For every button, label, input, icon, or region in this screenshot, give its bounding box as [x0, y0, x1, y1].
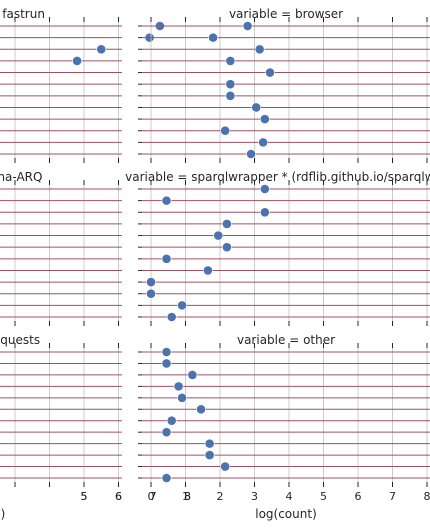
- data-point: [205, 450, 214, 459]
- x-axis-label: log(count): [255, 507, 317, 521]
- data-point: [177, 393, 186, 402]
- data-point: [162, 254, 171, 263]
- data-point: [162, 359, 171, 368]
- x-tick-label: 6: [355, 490, 362, 503]
- data-point: [97, 45, 106, 54]
- x-tick-label: 3: [251, 490, 258, 503]
- x-tick-label: 4: [286, 490, 293, 503]
- data-point: [226, 56, 235, 65]
- panel-title: ore fastrun: [0, 7, 45, 21]
- data-point: [243, 21, 252, 30]
- data-point: [221, 126, 230, 135]
- data-point: [255, 45, 264, 54]
- data-point: [221, 462, 230, 471]
- panel-title: variable = other: [237, 333, 335, 347]
- data-point: [222, 219, 231, 228]
- data-point: [265, 68, 274, 77]
- panel-title: -Jena-ARQ: [0, 170, 42, 184]
- data-point: [174, 382, 183, 391]
- data-point: [162, 347, 171, 356]
- facet-panel-3: -Jena-ARQ: [0, 170, 122, 326]
- data-point: [177, 301, 186, 310]
- data-point: [162, 196, 171, 205]
- x-tick-label: 6: [115, 490, 122, 503]
- data-point: [226, 80, 235, 89]
- data-point: [162, 428, 171, 437]
- data-point: [196, 405, 205, 414]
- data-point: [226, 91, 235, 100]
- x-tick-label: 2: [217, 490, 224, 503]
- x-tick-label: 0: [148, 490, 155, 503]
- data-point: [73, 56, 82, 65]
- data-point: [146, 277, 155, 286]
- data-point: [167, 312, 176, 321]
- data-point: [222, 243, 231, 252]
- panel-title: variable = browser: [229, 7, 343, 21]
- panel-title: -requests: [0, 333, 40, 347]
- x-tick-label: 5: [81, 490, 88, 503]
- facet-panel-6: variable = other 0 1 2 3 4 5 6 7 8 log(count): [138, 333, 430, 521]
- x-tick-label: 1: [182, 490, 189, 503]
- data-point: [205, 439, 214, 448]
- data-point: [260, 208, 269, 217]
- data-point: [246, 149, 255, 158]
- data-point: [260, 184, 269, 193]
- data-point: [162, 473, 171, 482]
- facet-panel-4: variable = sparqlwrapper * (rdflib.githu…: [125, 170, 430, 326]
- data-point: [209, 33, 218, 42]
- data-point: [252, 103, 261, 112]
- data-point: [260, 114, 269, 123]
- data-point: [203, 266, 212, 275]
- x-tick-label: 5: [320, 490, 327, 503]
- data-point: [188, 370, 197, 379]
- data-point: [146, 289, 155, 298]
- data-point: [167, 416, 176, 425]
- x-tick-label: 8: [424, 490, 430, 503]
- data-point: [214, 231, 223, 240]
- x-tick-label: 7: [389, 490, 396, 503]
- x-axis-label: ): [1, 507, 6, 521]
- data-point: [259, 138, 268, 147]
- facet-panel-2: variable = browser: [138, 7, 430, 163]
- panel-title: variable = sparqlwrapper * (rdflib.githu…: [125, 170, 430, 184]
